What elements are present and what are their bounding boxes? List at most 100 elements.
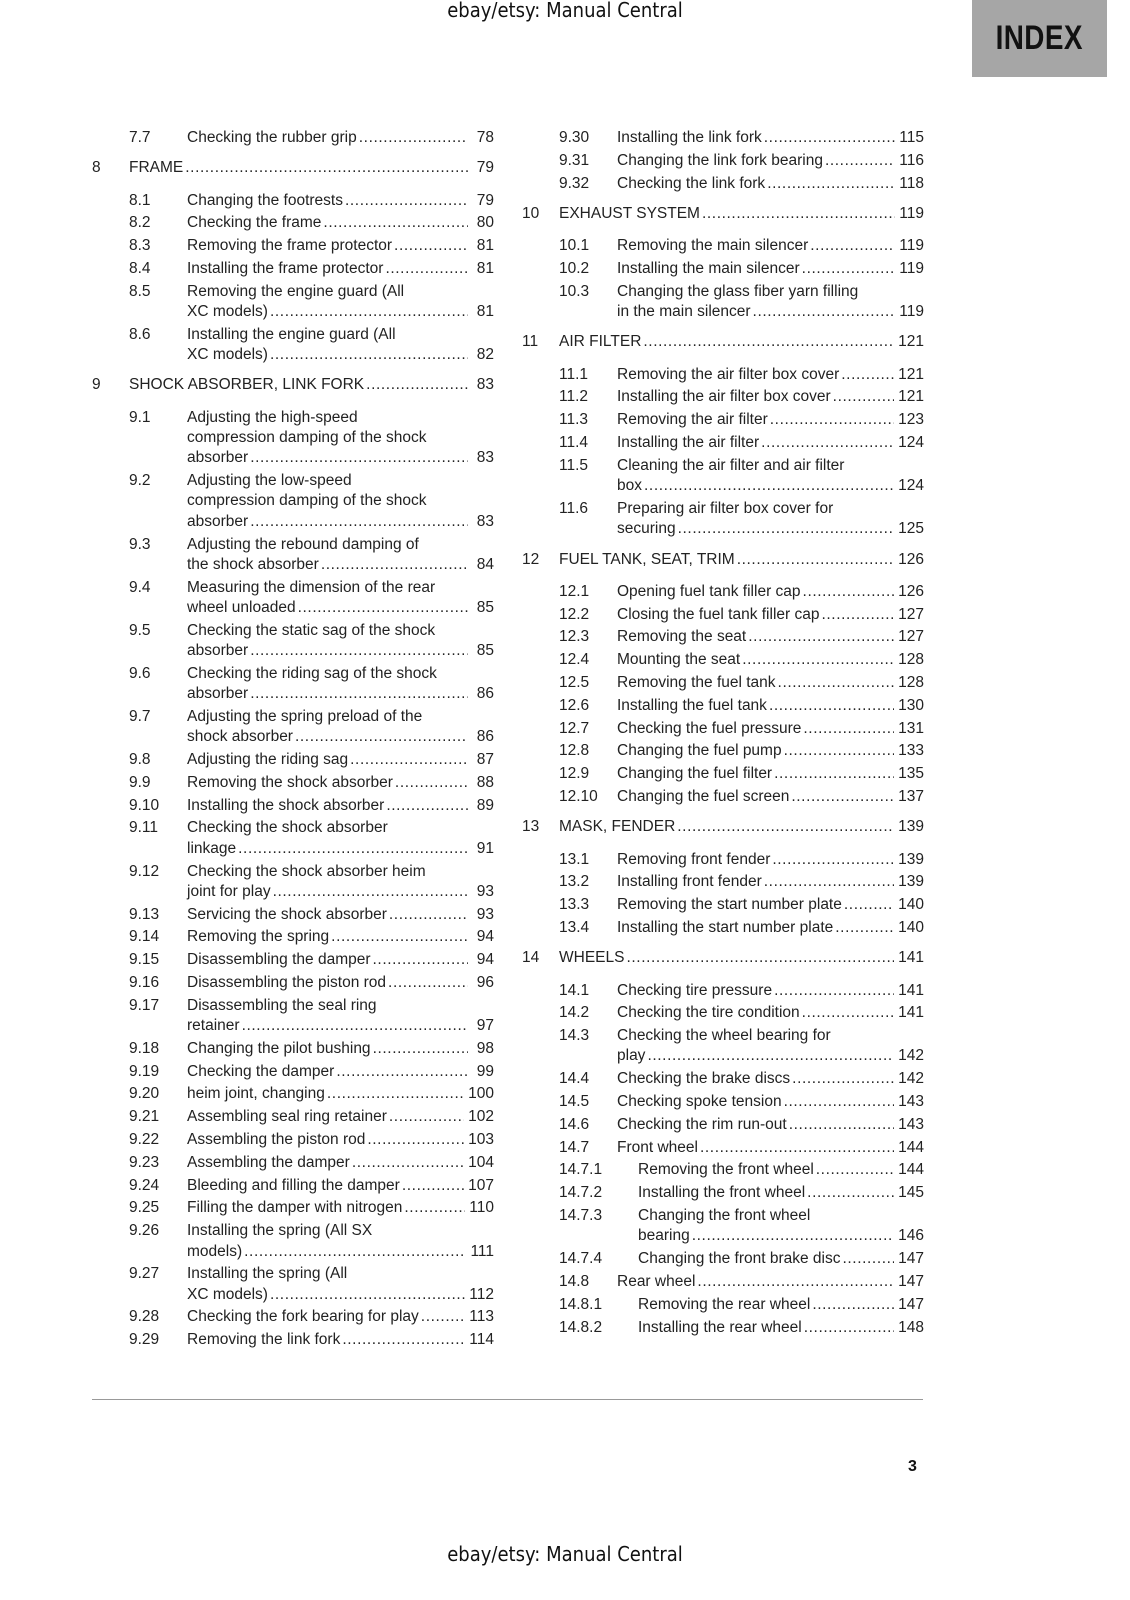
- toc-entry[interactable]: 12.7 Checking the fuel pressure 131: [522, 719, 924, 739]
- toc-entry[interactable]: 9.16 Disassembling the piston rod 96: [92, 973, 494, 993]
- entry-number: 14.7.2: [559, 1184, 603, 1202]
- toc-entry[interactable]: 8.3 Removing the frame protector 81: [92, 236, 494, 256]
- toc-entry[interactable]: 8.1 Changing the footrests 79: [92, 191, 494, 211]
- toc-entry[interactable]: 12.9 Changing the fuel filter 135: [522, 764, 924, 784]
- toc-entry[interactable]: 9.28 Checking the fork bearing for play 11…: [92, 1307, 494, 1327]
- toc-entry[interactable]: 10.3 Changing the glass fiber yarn fillin…: [522, 282, 924, 323]
- toc-chapter[interactable]: 14 WHEELS 141: [522, 948, 924, 968]
- toc-entry[interactable]: 12.3 Removing the seat 127: [522, 627, 924, 647]
- entry-title: Installing the start number plate: [617, 919, 834, 936]
- toc-entry[interactable]: 9.7 Adjusting the spring preload of the sh…: [92, 707, 494, 748]
- toc-entry[interactable]: 13.3 Removing the start number plate 140: [522, 895, 924, 915]
- toc-entry[interactable]: 12.5 Removing the fuel tank 128: [522, 673, 924, 693]
- toc-entry[interactable]: 9.8 Adjusting the riding sag 87: [92, 750, 494, 770]
- toc-entry[interactable]: 9.12 Checking the shock absorber heim join…: [92, 862, 494, 903]
- toc-entry[interactable]: 9.10 Installing the shock absorber 89: [92, 796, 494, 816]
- toc-entry[interactable]: 9.11 Checking the shock absorber linkage 91: [92, 818, 494, 859]
- toc-entry[interactable]: 9.6 Checking the riding sag of the shock a…: [92, 664, 494, 705]
- toc-entry[interactable]: 14.2 Checking the tire condition 141: [522, 1003, 924, 1023]
- toc-entry[interactable]: 9.22 Assembling the piston rod 103: [92, 1130, 494, 1150]
- toc-entry[interactable]: 12.2 Closing the fuel tank filler cap 127: [522, 605, 924, 625]
- toc-entry[interactable]: 14.1 Checking tire pressure 141: [522, 981, 924, 1001]
- toc-chapter[interactable]: 10 EXHAUST SYSTEM 119: [522, 204, 924, 224]
- toc-entry[interactable]: 13.4 Installing the start number plate 140: [522, 918, 924, 938]
- entry-page: 99: [476, 1062, 494, 1080]
- toc-entry[interactable]: 14.7.2 Installing the front wheel 145: [522, 1183, 924, 1203]
- toc-entry[interactable]: 9.27 Installing the spring (All XC models)…: [92, 1264, 494, 1305]
- toc-entry[interactable]: 9.3 Adjusting the rebound damping of the s…: [92, 535, 494, 576]
- entry-page: 147: [898, 1250, 924, 1268]
- toc-entry[interactable]: 14.8.2 Installing the rear wheel 148: [522, 1318, 924, 1338]
- toc-chapter[interactable]: 8 FRAME 79: [92, 158, 494, 178]
- entry-title: EXHAUST SYSTEM: [559, 204, 700, 222]
- toc-entry[interactable]: 12.6 Installing the fuel tank 130: [522, 696, 924, 716]
- toc-entry[interactable]: 14.7.1 Removing the front wheel 144: [522, 1160, 924, 1180]
- toc-entry[interactable]: 9.26 Installing the spring (All SX models)…: [92, 1221, 494, 1262]
- toc-entry[interactable]: 14.5 Checking spoke tension 143: [522, 1092, 924, 1112]
- dot-leader: [389, 1107, 464, 1127]
- toc-entry[interactable]: 14.8 Rear wheel 147: [522, 1272, 924, 1292]
- toc-chapter[interactable]: 13 MASK, FENDER 139: [522, 817, 924, 837]
- toc-entry[interactable]: 9.18 Changing the pilot bushing 98: [92, 1039, 494, 1059]
- toc-entry[interactable]: 14.6 Checking the rim run-out 143: [522, 1115, 924, 1135]
- toc-entry[interactable]: 9.21 Assembling seal ring retainer 102: [92, 1107, 494, 1127]
- toc-entry[interactable]: 9.9 Removing the shock absorber 88: [92, 773, 494, 793]
- toc-entry[interactable]: 9.32 Checking the link fork 118: [522, 174, 924, 194]
- toc-chapter[interactable]: 12 FUEL TANK, SEAT, TRIM 126: [522, 550, 924, 570]
- toc-entry[interactable]: 9.5 Checking the static sag of the shock a…: [92, 621, 494, 662]
- toc-entry[interactable]: 9.4 Measuring the dimension of the rear wh…: [92, 578, 494, 619]
- toc-entry[interactable]: 11.1 Removing the air filter box cover 121: [522, 365, 924, 385]
- toc-entry[interactable]: 14.7.4 Changing the front brake disc 147: [522, 1249, 924, 1269]
- toc-entry[interactable]: 9.31 Changing the link fork bearing 116: [522, 151, 924, 171]
- toc-entry[interactable]: 14.3 Checking the wheel bearing for play 14…: [522, 1026, 924, 1067]
- toc-entry[interactable]: 13.1 Removing front fender 139: [522, 850, 924, 870]
- toc-entry[interactable]: 12.1 Opening fuel tank filler cap 126: [522, 582, 924, 602]
- toc-entry[interactable]: 14.4 Checking the brake discs 142: [522, 1069, 924, 1089]
- toc-entry[interactable]: 10.2 Installing the main silencer 119: [522, 259, 924, 279]
- toc-entry[interactable]: 8.5 Removing the engine guard (All XC mode…: [92, 282, 494, 323]
- dot-leader: [792, 1069, 894, 1089]
- toc-entry[interactable]: 8.6 Installing the engine guard (All XC mo…: [92, 325, 494, 366]
- toc-entry[interactable]: 8.4 Installing the frame protector 81: [92, 259, 494, 279]
- toc-entry[interactable]: 10.1 Removing the main silencer 119: [522, 236, 924, 256]
- toc-entry[interactable]: 11.6 Preparing air filter box cover for se…: [522, 499, 924, 540]
- toc-entry[interactable]: 9.17 Disassembling the seal ring retainer 9…: [92, 996, 494, 1037]
- dot-leader: [270, 1285, 465, 1305]
- toc-chapter[interactable]: 9 SHOCK ABSORBER, LINK FORK 83: [92, 375, 494, 395]
- toc-entry[interactable]: 9.24 Bleeding and filling the damper 107: [92, 1176, 494, 1196]
- toc-entry[interactable]: 9.1 Adjusting the high-speed compression d…: [92, 408, 494, 469]
- toc-entry[interactable]: 9.29 Removing the link fork 114: [92, 1330, 494, 1350]
- toc-entry[interactable]: 14.7.3 Changing the front wheel bearing 146: [522, 1206, 924, 1247]
- toc-entry[interactable]: 9.13 Servicing the shock absorber 93: [92, 905, 494, 925]
- entry-page: 81: [476, 259, 494, 277]
- dot-leader: [784, 1092, 895, 1112]
- toc-entry[interactable]: 7.7 Checking the rubber grip 78: [92, 128, 494, 148]
- toc-entry[interactable]: 13.2 Installing front fender 139: [522, 872, 924, 892]
- toc-entry[interactable]: 14.8.1 Removing the rear wheel 147: [522, 1295, 924, 1315]
- toc-entry[interactable]: 8.2 Checking the frame 80: [92, 213, 494, 233]
- dot-leader: [700, 1138, 894, 1158]
- toc-entry[interactable]: 12.8 Changing the fuel pump 133: [522, 741, 924, 761]
- toc-entry[interactable]: 9.14 Removing the spring 94: [92, 927, 494, 947]
- entry-page: 144: [898, 1138, 924, 1156]
- dot-leader: [841, 365, 894, 385]
- entry-title: Checking the frame: [187, 214, 322, 232]
- toc-entry[interactable]: 11.4 Installing the air filter 124: [522, 433, 924, 453]
- toc-entry[interactable]: 9.2 Adjusting the low-speed compression da…: [92, 471, 494, 532]
- toc-entry[interactable]: 9.23 Assembling the damper 104: [92, 1153, 494, 1173]
- toc-chapter[interactable]: 11 AIR FILTER 121: [522, 332, 924, 352]
- toc-entry[interactable]: 12.4 Mounting the seat 128: [522, 650, 924, 670]
- toc-entry[interactable]: 11.2 Installing the air filter box cover 1…: [522, 387, 924, 407]
- entry-page: 85: [476, 598, 494, 616]
- toc-entry[interactable]: 9.30 Installing the link fork 115: [522, 128, 924, 148]
- toc-entry[interactable]: 11.3 Removing the air filter 123: [522, 410, 924, 430]
- toc-entry[interactable]: 12.10 Changing the fuel screen 137: [522, 787, 924, 807]
- toc-entry[interactable]: 9.20 heim joint, changing 100: [92, 1084, 494, 1104]
- entry-page: 83: [476, 512, 494, 530]
- toc-entry[interactable]: 9.25 Filling the damper with nitrogen 110: [92, 1198, 494, 1218]
- toc-entry[interactable]: 11.5 Cleaning the air filter and air filt…: [522, 456, 924, 497]
- entry-page: 137: [898, 788, 924, 806]
- toc-entry[interactable]: 14.7 Front wheel 144: [522, 1138, 924, 1158]
- toc-entry[interactable]: 9.15 Disassembling the damper 94: [92, 950, 494, 970]
- toc-entry[interactable]: 9.19 Checking the damper 99: [92, 1062, 494, 1082]
